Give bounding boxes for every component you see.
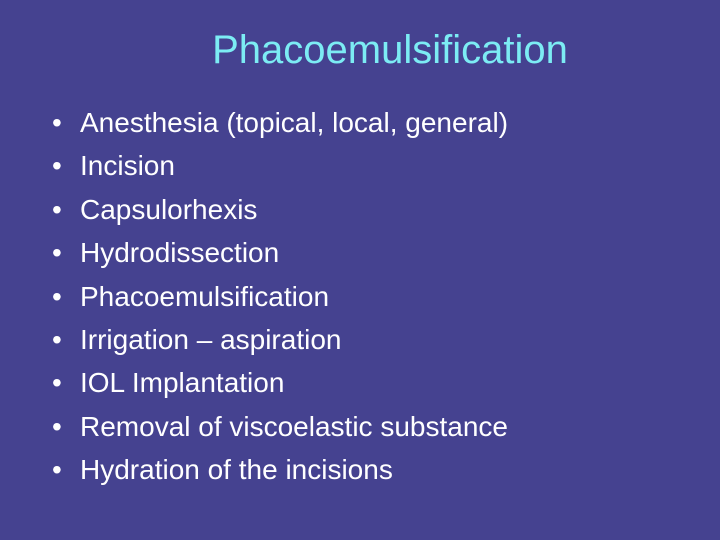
list-item: • Anesthesia (topical, local, general) (52, 101, 680, 144)
list-item: • Hydrodissection (52, 231, 680, 274)
slide-title: Phacoemulsification (100, 28, 680, 73)
bullet-text: Hydration of the incisions (80, 448, 680, 491)
list-item: • Incision (52, 144, 680, 187)
list-item: • Removal of viscoelastic substance (52, 405, 680, 448)
list-item: • Capsulorhexis (52, 188, 680, 231)
bullet-list: • Anesthesia (topical, local, general) •… (40, 101, 680, 492)
bullet-icon: • (52, 231, 80, 274)
bullet-icon: • (52, 448, 80, 491)
bullet-text: Removal of viscoelastic substance (80, 405, 680, 448)
bullet-icon: • (52, 275, 80, 318)
list-item: • Hydration of the incisions (52, 448, 680, 491)
bullet-icon: • (52, 101, 80, 144)
bullet-icon: • (52, 361, 80, 404)
bullet-text: Capsulorhexis (80, 188, 680, 231)
bullet-icon: • (52, 318, 80, 361)
bullet-text: Irrigation – aspiration (80, 318, 680, 361)
bullet-icon: • (52, 405, 80, 448)
bullet-icon: • (52, 144, 80, 187)
bullet-text: IOL Implantation (80, 361, 680, 404)
bullet-text: Hydrodissection (80, 231, 680, 274)
bullet-text: Anesthesia (topical, local, general) (80, 101, 680, 144)
list-item: • IOL Implantation (52, 361, 680, 404)
bullet-text: Phacoemulsification (80, 275, 680, 318)
list-item: • Phacoemulsification (52, 275, 680, 318)
bullet-icon: • (52, 188, 80, 231)
bullet-text: Incision (80, 144, 680, 187)
list-item: • Irrigation – aspiration (52, 318, 680, 361)
slide-container: Phacoemulsification • Anesthesia (topica… (0, 0, 720, 540)
